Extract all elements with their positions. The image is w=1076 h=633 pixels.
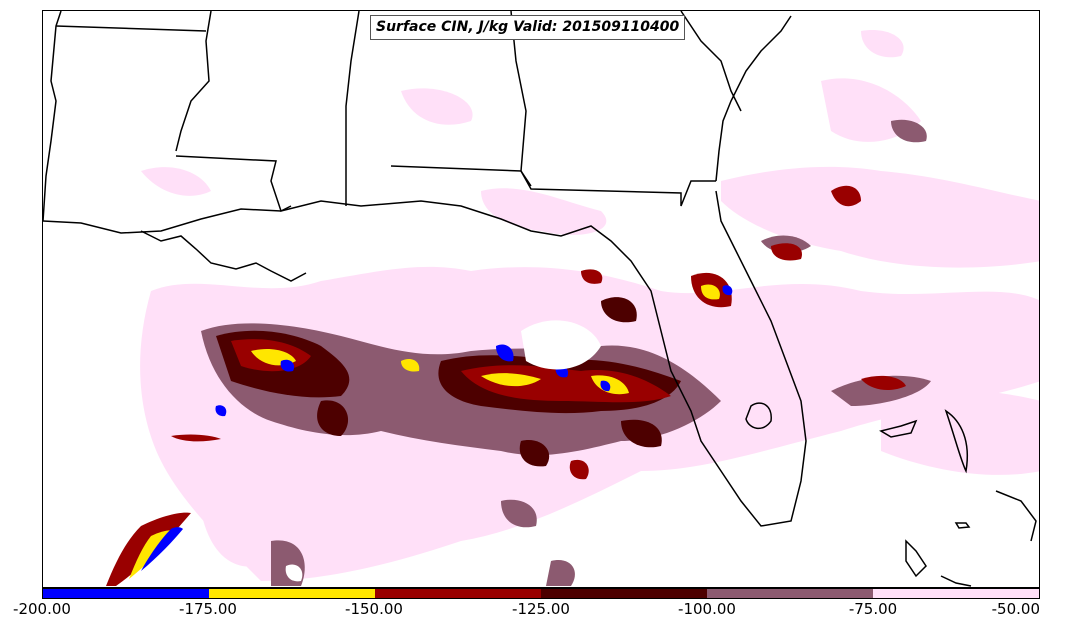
small-island bbox=[954, 522, 971, 529]
cin-band-light-pink bbox=[140, 30, 1039, 581]
map-frame bbox=[42, 10, 1040, 588]
map-title: Surface CIN, J/kg Valid: 201509110400 bbox=[370, 15, 686, 40]
state-boundary-ga-sc bbox=[680, 11, 742, 112]
colorbar-tick-label: -50.00 bbox=[991, 600, 1040, 618]
lake-okeechobee bbox=[745, 402, 772, 430]
state-boundary-ms-river bbox=[175, 11, 212, 152]
map-outlines bbox=[43, 11, 1037, 587]
bahamas-island-1 bbox=[879, 419, 918, 438]
colorbar-tick-label: -125.00 bbox=[512, 600, 570, 618]
colorbar-tick-label: -175.00 bbox=[179, 600, 237, 618]
cin-map bbox=[43, 11, 1039, 587]
colorbar-tick-label: -75.00 bbox=[848, 600, 898, 618]
mississippi-delta bbox=[140, 230, 307, 282]
bahamas-island-2 bbox=[944, 409, 968, 474]
colorbar-segment bbox=[541, 589, 707, 598]
colorbar-segment bbox=[375, 589, 541, 598]
gulf-coastline bbox=[43, 190, 807, 527]
state-boundary-la-ms bbox=[43, 11, 62, 222]
bahamas-island-3 bbox=[995, 490, 1037, 542]
state-boundary-ar-la bbox=[55, 25, 207, 32]
colorbar-tick-label: -100.00 bbox=[678, 600, 736, 618]
bahamas-island-4 bbox=[905, 539, 927, 578]
state-boundary-al-fl bbox=[390, 165, 716, 207]
colorbar-segment bbox=[43, 589, 209, 598]
colorbar-segment bbox=[873, 589, 1039, 598]
cin-gaps bbox=[285, 320, 601, 582]
colorbar-tick-label: -150.00 bbox=[345, 600, 403, 618]
east-coastline bbox=[715, 15, 792, 182]
colorbar-tick-label: -200.00 bbox=[13, 600, 71, 618]
cuba-coast bbox=[940, 575, 972, 587]
colorbar bbox=[42, 588, 1040, 599]
colorbar-segment bbox=[707, 589, 873, 598]
colorbar-segment bbox=[209, 589, 375, 598]
state-boundary-ms-al bbox=[345, 11, 360, 206]
cin-band-blue bbox=[141, 285, 733, 571]
state-boundary-la-ms-south bbox=[175, 155, 292, 213]
